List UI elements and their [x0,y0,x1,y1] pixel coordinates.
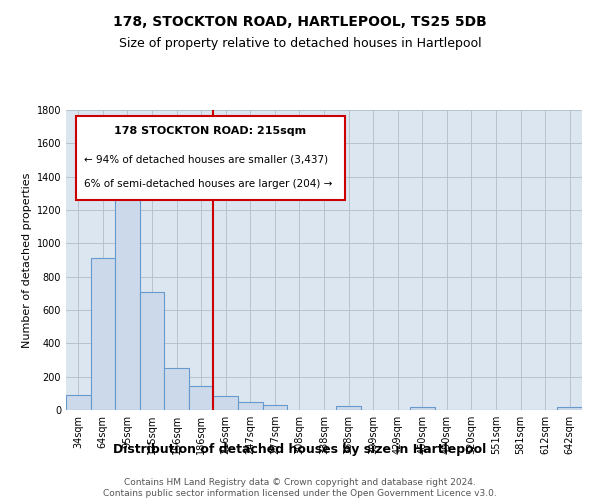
Text: Size of property relative to detached houses in Hartlepool: Size of property relative to detached ho… [119,38,481,51]
Text: 6% of semi-detached houses are larger (204) →: 6% of semi-detached houses are larger (2… [84,179,332,189]
Text: ← 94% of detached houses are smaller (3,437): ← 94% of detached houses are smaller (3,… [84,155,328,165]
Bar [66,395,91,410]
Bar [410,406,434,410]
Text: 178, STOCKTON ROAD, HARTLEPOOL, TS25 5DB: 178, STOCKTON ROAD, HARTLEPOOL, TS25 5DB [113,15,487,29]
Bar [238,402,263,410]
Bar [91,258,115,410]
Bar [557,406,582,410]
Bar [214,396,238,410]
Bar [189,386,214,410]
Text: Distribution of detached houses by size in Hartlepool: Distribution of detached houses by size … [113,442,487,456]
FancyBboxPatch shape [76,116,344,200]
Y-axis label: Number of detached properties: Number of detached properties [22,172,32,348]
Bar [263,405,287,410]
Bar [164,368,189,410]
Bar [115,182,140,410]
Text: 178 STOCKTON ROAD: 215sqm: 178 STOCKTON ROAD: 215sqm [115,126,307,136]
Text: Contains HM Land Registry data © Crown copyright and database right 2024.
Contai: Contains HM Land Registry data © Crown c… [103,478,497,498]
Bar [336,406,361,410]
Bar [140,292,164,410]
